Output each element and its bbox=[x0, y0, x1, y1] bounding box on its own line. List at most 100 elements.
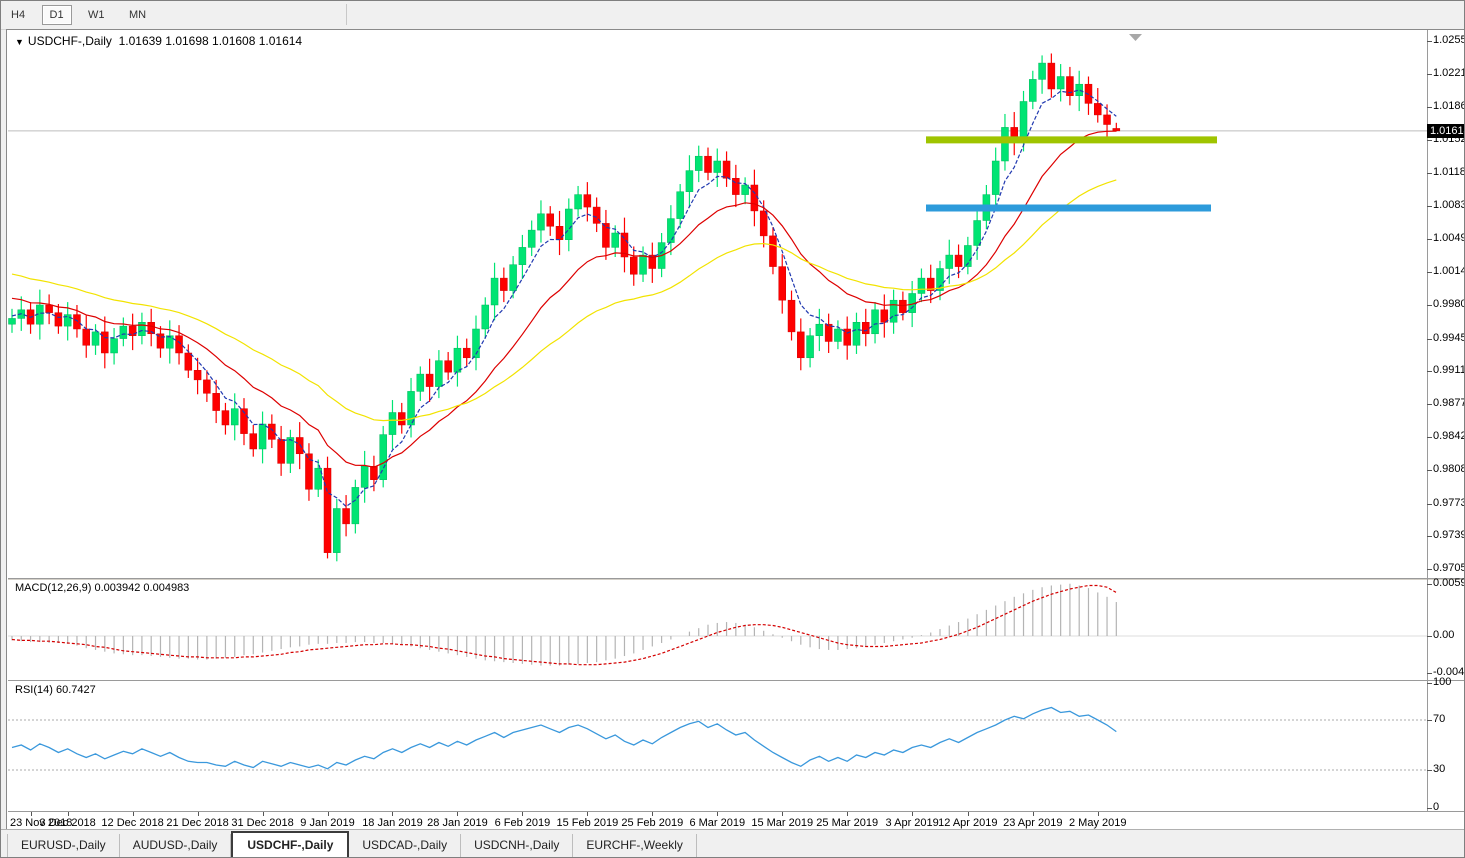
date-axis-label: 23 Nov 2018 bbox=[10, 817, 73, 829]
timeframe-button-h4[interactable]: H4 bbox=[11, 9, 26, 21]
axis-tick bbox=[1427, 173, 1432, 174]
candle bbox=[82, 315, 90, 358]
candle bbox=[546, 206, 554, 236]
candle bbox=[1066, 66, 1074, 106]
chart-dropdown-icon[interactable]: ▼ bbox=[15, 37, 24, 47]
candle bbox=[797, 318, 805, 371]
date-axis-label: 23 Apr 2019 bbox=[1003, 817, 1063, 829]
candle bbox=[945, 239, 954, 284]
timeframe-button-w1[interactable]: W1 bbox=[88, 9, 105, 21]
date-axis-label: 25 Feb 2019 bbox=[621, 817, 684, 829]
date-axis-label: 6 Feb 2019 bbox=[494, 817, 551, 829]
candle bbox=[1010, 112, 1018, 156]
price-axis-label: 0.97050 bbox=[1433, 562, 1464, 574]
rsi-axis-label: 100 bbox=[1433, 676, 1452, 688]
candle bbox=[425, 358, 434, 402]
candle bbox=[732, 164, 740, 208]
main-price-chart[interactable] bbox=[8, 30, 1465, 578]
candle bbox=[342, 495, 350, 537]
date-axis-label: 6 Mar 2019 bbox=[689, 817, 746, 829]
macd-indicator-label: MACD(12,26,9) 0.003942 0.004983 bbox=[15, 582, 190, 594]
candle bbox=[295, 422, 304, 470]
tab-usdcad-daily[interactable]: USDCAD-,Daily bbox=[349, 834, 462, 857]
date-axis-tick bbox=[31, 812, 32, 816]
candle bbox=[379, 425, 387, 488]
candle bbox=[240, 398, 248, 446]
candle bbox=[490, 262, 499, 321]
macd-panel[interactable] bbox=[8, 580, 1465, 680]
axis-tick bbox=[1427, 339, 1432, 340]
tab-usdcnh-daily[interactable]: USDCNH-,Daily bbox=[461, 834, 574, 857]
date-axis-tick bbox=[717, 812, 718, 816]
candle bbox=[435, 350, 443, 399]
candle bbox=[305, 443, 313, 501]
axis-tick bbox=[1427, 41, 1432, 42]
candle bbox=[852, 312, 861, 354]
toolbar-separator bbox=[346, 4, 347, 25]
candle bbox=[54, 304, 63, 334]
tab-eurchf-weekly[interactable]: EURCHF-,Weekly bbox=[573, 834, 697, 857]
date-axis-tick bbox=[587, 812, 588, 816]
timeframe-button-d1[interactable]: D1 bbox=[41, 5, 72, 25]
candle bbox=[193, 357, 202, 395]
macd-signal-line bbox=[11, 584, 1117, 666]
tab-audusd-daily[interactable]: AUDUSD-,Daily bbox=[120, 834, 232, 857]
price-axis-label: 0.97390 bbox=[1433, 529, 1464, 541]
candle bbox=[806, 328, 814, 368]
candle bbox=[462, 338, 471, 367]
timeframe-button-mn[interactable]: MN bbox=[128, 9, 147, 21]
date-axis[interactable]: 23 Nov 2018 3 Dec 2018 12 Dec 2018 21 Dec 2… bbox=[8, 811, 1464, 833]
candle bbox=[8, 308, 16, 333]
candle bbox=[834, 320, 842, 350]
chart-client-area: ▼ USDCHF-,Daily 1.01639 1.01698 1.01608 1… bbox=[6, 29, 1465, 834]
axis-tick bbox=[1427, 584, 1432, 585]
date-axis-label: 2 May 2019 bbox=[1069, 817, 1127, 829]
date-axis-tick bbox=[912, 812, 913, 816]
date-axis-tick bbox=[392, 812, 393, 816]
axis-tick bbox=[1427, 569, 1432, 570]
macd-axis-label: 0.00597 bbox=[1433, 577, 1464, 589]
candle bbox=[277, 425, 285, 476]
date-axis-tick bbox=[263, 812, 264, 816]
rsi-panel[interactable] bbox=[8, 681, 1465, 811]
candle bbox=[518, 234, 527, 280]
candle bbox=[964, 236, 972, 275]
axis-tick bbox=[1427, 140, 1432, 141]
ma-mid-red bbox=[11, 130, 1117, 468]
price-axis-label: 0.98420 bbox=[1433, 430, 1464, 442]
date-axis-tick bbox=[328, 812, 329, 816]
price-axis-label: 0.97730 bbox=[1433, 497, 1464, 509]
candle bbox=[685, 155, 694, 208]
candle bbox=[713, 148, 722, 187]
tab-eurusd-daily[interactable]: EURUSD-,Daily bbox=[7, 834, 120, 857]
axis-tick bbox=[1427, 74, 1432, 75]
candle bbox=[249, 424, 258, 457]
candle bbox=[388, 400, 397, 449]
candle bbox=[787, 290, 796, 341]
candle bbox=[203, 370, 211, 402]
date-axis-tick bbox=[968, 812, 969, 816]
axis-tick bbox=[1427, 808, 1432, 809]
candle bbox=[694, 145, 703, 183]
tab-usdchf-daily[interactable]: USDCHF-,Daily bbox=[231, 831, 350, 857]
axis-tick bbox=[1427, 107, 1432, 108]
candle bbox=[611, 225, 619, 257]
rsi-axis-label: 0 bbox=[1433, 801, 1440, 813]
date-axis-tick bbox=[198, 812, 199, 816]
candle bbox=[314, 459, 322, 497]
macd-axis-label: -0.004243 bbox=[1433, 666, 1465, 678]
candle bbox=[26, 302, 35, 334]
candle bbox=[221, 402, 230, 435]
candle bbox=[750, 169, 759, 227]
candle bbox=[323, 456, 332, 559]
candle bbox=[184, 344, 193, 378]
panel-splitter[interactable] bbox=[8, 578, 1464, 580]
candle bbox=[917, 268, 926, 303]
date-axis-label: 3 Dec 2018 bbox=[39, 817, 96, 829]
candle bbox=[620, 217, 629, 273]
candle bbox=[1112, 122, 1121, 132]
axis-tick bbox=[1427, 272, 1432, 273]
panel-splitter[interactable] bbox=[8, 680, 1464, 681]
axis-tick bbox=[1427, 437, 1432, 438]
candle bbox=[212, 379, 220, 424]
